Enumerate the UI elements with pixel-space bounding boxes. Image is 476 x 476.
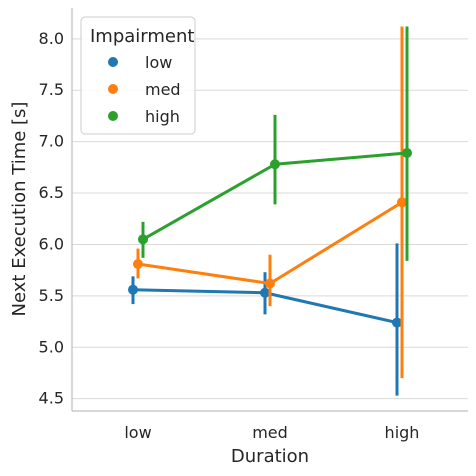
legend-item: med [108, 80, 181, 99]
legend-box [80, 16, 196, 135]
series-med [133, 26, 407, 379]
y-tick-labels: 4.5 5.0 5.5 6.0 6.5 7.0 7.5 8.0 [39, 29, 64, 408]
x-tick-labels: low med high [124, 423, 419, 442]
data-point [397, 197, 407, 208]
y-tick-label: 5.0 [39, 337, 64, 356]
y-tick-label: 7.0 [39, 132, 64, 151]
y-tick-label: 8.0 [39, 29, 64, 48]
legend-item: low [108, 53, 172, 72]
series-layer [128, 26, 412, 396]
axes [71, 8, 468, 412]
y-tick-label: 6.0 [39, 234, 64, 253]
legend-label: high [145, 107, 180, 126]
legend-marker [108, 57, 118, 67]
y-tick-label: 5.5 [39, 286, 64, 305]
legend-item: high [108, 107, 180, 126]
data-point [265, 278, 275, 289]
legend-marker [108, 84, 118, 94]
y-tick-label: 7.5 [39, 80, 64, 99]
series-high [138, 26, 412, 261]
data-point [270, 159, 280, 170]
x-tick-label: med [252, 423, 288, 442]
y-tick-label: 4.5 [39, 389, 64, 408]
data-point [133, 258, 143, 269]
data-point [128, 284, 138, 295]
x-tick-label: high [385, 423, 420, 442]
y-tick-label: 6.5 [39, 183, 64, 202]
y-axis-label: Next Execution Time [s] [9, 102, 30, 317]
legend: Impairment low med high [80, 16, 196, 135]
legend-title: Impairment [90, 26, 194, 47]
x-tick-label: low [124, 423, 151, 442]
data-point [402, 147, 412, 158]
data-point [392, 317, 402, 328]
data-point [260, 287, 270, 298]
data-point [138, 234, 148, 245]
series-low [128, 243, 402, 396]
legend-label: low [145, 53, 172, 72]
x-axis-label: Duration [231, 446, 309, 467]
legend-label: med [145, 80, 181, 99]
legend-items: low med high [108, 53, 181, 126]
legend-marker [108, 111, 118, 121]
